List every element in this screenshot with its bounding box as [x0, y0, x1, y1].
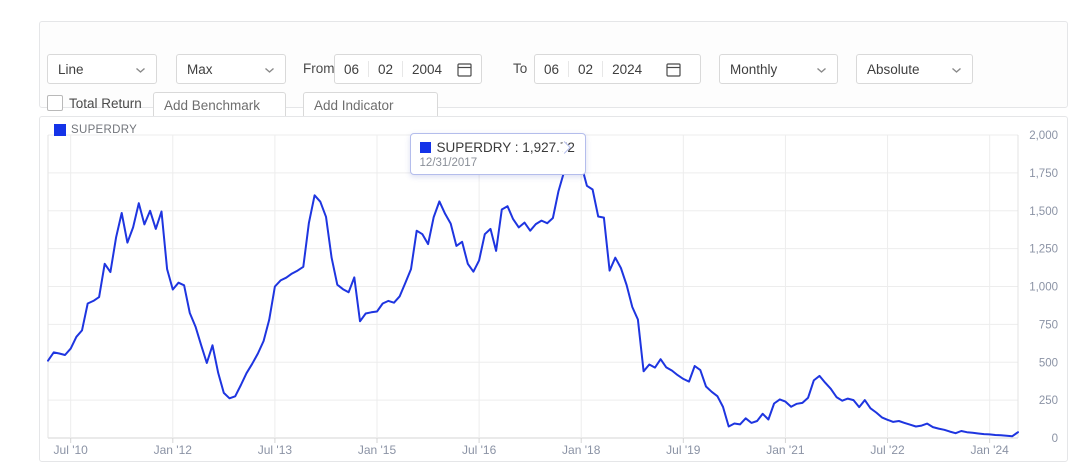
- chevron-down-icon: [817, 67, 826, 73]
- tooltip-series-swatch-icon: [419, 141, 431, 153]
- svg-text:1,500: 1,500: [1029, 206, 1058, 218]
- range-dropdown[interactable]: Max: [176, 54, 286, 84]
- to-month[interactable]: 06: [544, 61, 560, 77]
- svg-text:Jul '22: Jul '22: [870, 443, 905, 457]
- from-date-input[interactable]: 06 02 2004: [334, 54, 482, 84]
- svg-text:250: 250: [1039, 395, 1058, 407]
- svg-text:0: 0: [1052, 433, 1058, 445]
- add-benchmark-placeholder: Add Benchmark: [164, 98, 261, 113]
- from-month[interactable]: 06: [344, 61, 360, 77]
- chevron-down-icon: [265, 67, 274, 73]
- range-value: Max: [187, 61, 213, 77]
- chevron-down-icon: [136, 67, 145, 73]
- add-indicator-placeholder: Add Indicator: [314, 98, 394, 113]
- calendar-icon[interactable]: [666, 62, 681, 77]
- svg-text:750: 750: [1039, 319, 1058, 331]
- from-label: From: [303, 61, 335, 76]
- to-year[interactable]: 2024: [612, 61, 643, 77]
- price-line-chart[interactable]: 0 250 500 750 1,000 1,250 1,500 1,750 2,000 Jul '…: [40, 117, 1067, 461]
- svg-text:Jul '16: Jul '16: [462, 443, 497, 457]
- total-return-label: Total Return: [69, 96, 142, 111]
- chart-tooltip: SUPERDRY : 1,927.72 12/31/2017: [409, 132, 586, 175]
- to-date-input[interactable]: 06 02 2024: [534, 54, 701, 84]
- svg-text:Jan '24: Jan '24: [970, 443, 1009, 457]
- total-return-checkbox[interactable]: [47, 95, 63, 111]
- calendar-icon[interactable]: [457, 62, 472, 77]
- svg-text:Jul '13: Jul '13: [258, 443, 293, 457]
- from-day[interactable]: 02: [377, 61, 393, 77]
- chart-legend[interactable]: SUPERDRY: [54, 124, 137, 136]
- svg-text:Jul '19: Jul '19: [666, 443, 701, 457]
- svg-text:Jan '21: Jan '21: [766, 443, 805, 457]
- svg-text:Jul '10: Jul '10: [54, 443, 89, 457]
- chevron-down-icon: [952, 67, 961, 73]
- separator: [602, 61, 604, 77]
- svg-text:1,250: 1,250: [1029, 244, 1058, 256]
- svg-text:Jan '15: Jan '15: [358, 443, 397, 457]
- toolbar-panel: Line Max From 06 02 2004 To 06 02 2024 M…: [39, 21, 1068, 119]
- svg-text:1,000: 1,000: [1029, 282, 1058, 294]
- svg-text:Jan '12: Jan '12: [154, 443, 193, 457]
- series-swatch-icon: [54, 124, 66, 136]
- separator: [402, 61, 403, 77]
- tooltip-date: 12/31/2017: [419, 156, 478, 169]
- tooltip-title: SUPERDRY : 1,927.72: [436, 139, 575, 155]
- mode-dropdown[interactable]: Absolute: [856, 54, 973, 84]
- mode-value: Absolute: [867, 61, 920, 77]
- chart-type-dropdown[interactable]: Line: [47, 54, 157, 84]
- frequency-dropdown[interactable]: Monthly: [719, 54, 838, 84]
- svg-text:2,000: 2,000: [1029, 130, 1058, 142]
- separator: [368, 61, 369, 77]
- chart-panel: SUPERDRY 0 250 500 750 1,000 1,250 1,500 1,750 2…: [39, 116, 1068, 462]
- frequency-value: Monthly: [730, 61, 778, 77]
- to-label: To: [513, 61, 528, 76]
- svg-text:Jan '18: Jan '18: [562, 443, 601, 457]
- from-year[interactable]: 2004: [411, 61, 442, 77]
- legend-series-label: SUPERDRY: [71, 124, 138, 136]
- svg-text:1,750: 1,750: [1029, 168, 1058, 180]
- separator: [568, 61, 570, 77]
- svg-text:500: 500: [1039, 357, 1058, 369]
- chart-type-value: Line: [58, 61, 84, 77]
- add-indicator-input[interactable]: Add Indicator: [303, 92, 438, 119]
- add-benchmark-input[interactable]: Add Benchmark: [153, 92, 286, 119]
- to-day[interactable]: 02: [578, 61, 594, 77]
